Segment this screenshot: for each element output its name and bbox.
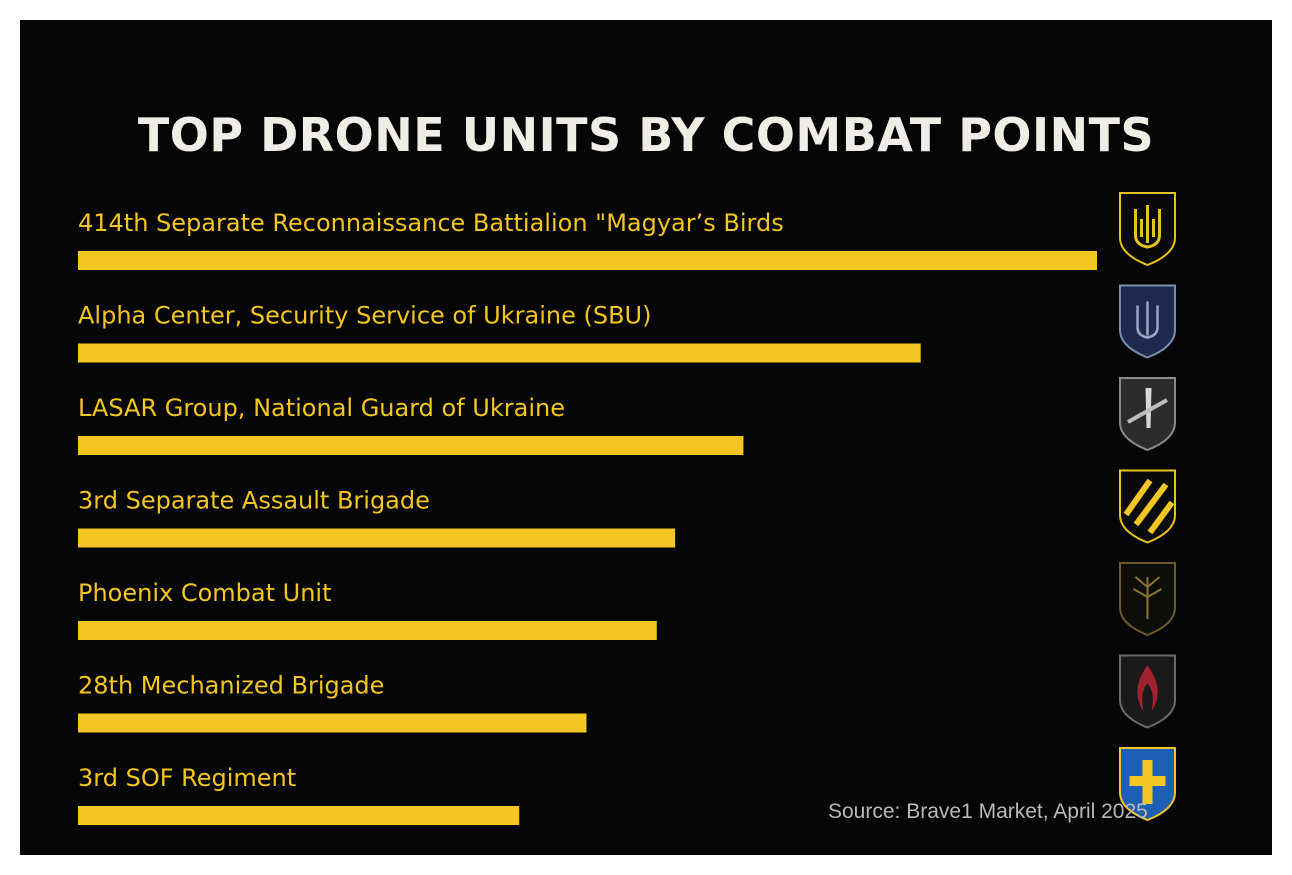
chart-panel: TOP DRONE UNITS BY COMBAT POINTS 414th S… [20,20,1272,855]
bar-chart: 414th Separate Reconnaissance Battialion… [78,192,1176,825]
bar [78,343,921,363]
cross-blue-emblem [1119,747,1176,822]
bar [78,528,676,548]
category-label: 28th Mechanized Brigade [78,672,384,700]
category-label: 3rd Separate Assault Brigade [78,487,430,515]
bar [78,251,1097,270]
flame-red-emblem [1119,654,1176,729]
stripes-yellow-emblem [1119,469,1176,544]
sword-grey-emblem [1119,377,1176,452]
chart-title: TOP DRONE UNITS BY COMBAT POINTS [137,108,1155,162]
category-label: 3rd SOF Regiment [78,764,296,792]
source-note: Source: Brave1 Market, April 2025 [828,800,1148,823]
category-label: Phoenix Combat Unit [78,579,332,607]
category-label: 414th Separate Reconnaissance Battialion… [78,209,784,237]
bar [78,806,520,825]
trident-navy-emblem [1119,284,1176,359]
bar [78,436,744,455]
tree-dark-emblem [1119,562,1176,637]
trident-gold-emblem [1119,192,1176,267]
bar [78,621,657,640]
bar [78,713,587,733]
category-label: LASAR Group, National Guard of Ukraine [78,394,565,422]
category-label: Alpha Center, Security Service of Ukrain… [78,302,651,330]
